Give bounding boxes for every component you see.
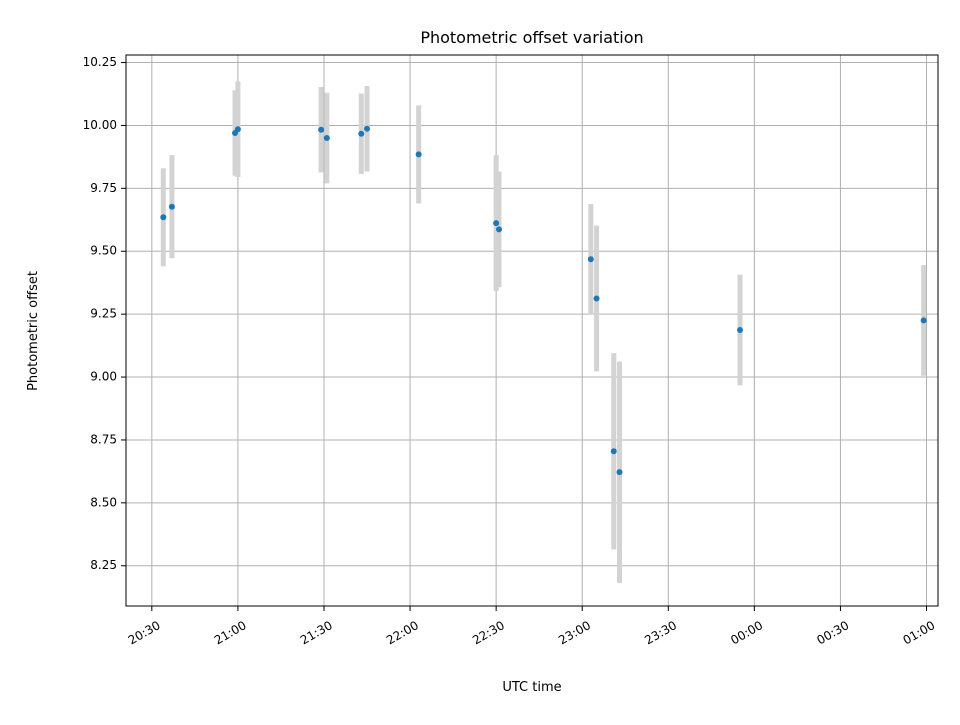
y-axis-ticks: 8.25 8.50 8.75 9.00 9.25 9.50 9.75 10.00 10.25 xyxy=(83,55,126,572)
y-tick-label: 9.25 xyxy=(90,307,117,321)
plot-frame xyxy=(125,54,939,607)
data-point xyxy=(493,220,500,227)
y-tick-label: 9.50 xyxy=(90,244,117,258)
y-tick-label: 8.50 xyxy=(90,495,117,509)
y-tick-label: 9.00 xyxy=(90,370,117,384)
data-point xyxy=(160,214,167,221)
data-point xyxy=(496,226,503,233)
data-point xyxy=(364,125,371,132)
y-tick-label: 8.75 xyxy=(90,432,117,446)
data-point xyxy=(415,151,422,158)
data-point xyxy=(616,469,623,476)
data-point xyxy=(593,295,600,302)
y-tick-label: 10.00 xyxy=(83,118,117,132)
x-axis-label: UTC time xyxy=(502,680,561,695)
data-point xyxy=(318,126,325,133)
data-point xyxy=(737,326,744,333)
chart-title: Photometric offset variation xyxy=(420,28,643,47)
y-tick-label: 10.25 xyxy=(83,55,117,69)
data-point xyxy=(587,256,594,263)
data-point xyxy=(234,126,241,133)
grid xyxy=(126,55,938,606)
data-point xyxy=(920,317,927,324)
data-points xyxy=(160,125,927,476)
y-axis-label: Photometric offset xyxy=(26,271,41,391)
data-point xyxy=(610,448,617,455)
y-tick-label: 8.25 xyxy=(90,558,117,572)
data-point xyxy=(168,203,175,210)
data-point xyxy=(323,135,330,142)
y-tick-label: 9.75 xyxy=(90,181,117,195)
data-point xyxy=(358,130,365,137)
